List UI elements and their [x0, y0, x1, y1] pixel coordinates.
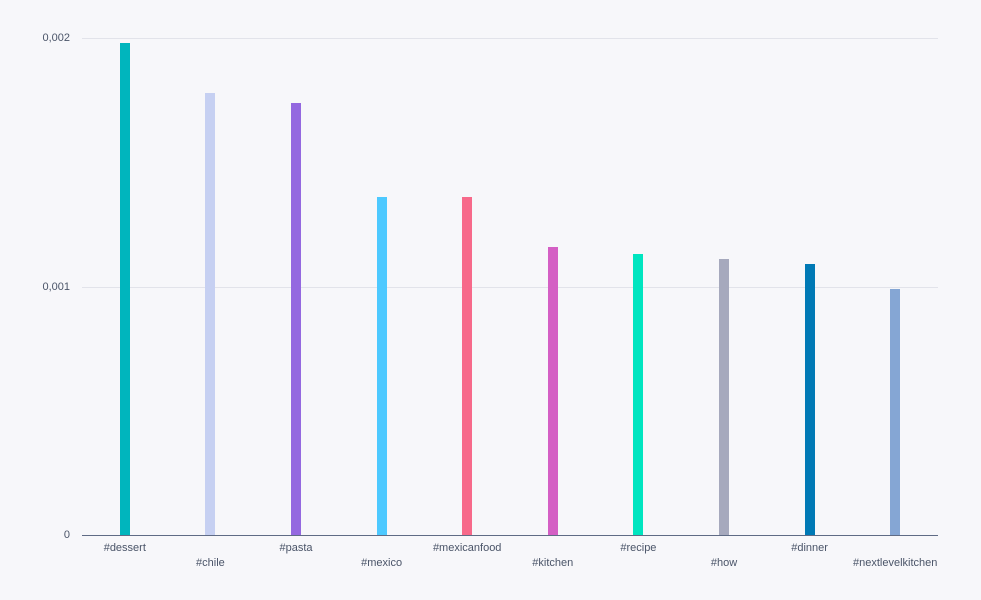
gridline	[82, 38, 938, 39]
bar-recipe[interactable]	[633, 254, 644, 535]
bar-mexicanfood[interactable]	[462, 197, 473, 535]
x-tick-label: #dinner	[791, 542, 828, 554]
bar-pasta[interactable]	[291, 102, 301, 535]
x-tick-label: #mexico	[361, 557, 403, 569]
x-tick-label: #pasta	[279, 542, 313, 554]
x-tick-label: #kitchen	[532, 557, 574, 569]
gridline	[82, 286, 938, 288]
x-tick-label: #how	[710, 557, 738, 569]
y-tick-label: 0	[63, 529, 70, 541]
bar-dessert[interactable]	[119, 42, 130, 535]
x-axis-line	[82, 535, 938, 536]
x-tick-label: #recipe	[620, 542, 657, 554]
bar-kitchen[interactable]	[547, 246, 558, 535]
bar-dinner[interactable]	[804, 264, 815, 535]
bar-chile[interactable]	[205, 92, 216, 535]
x-tick-label: #nextlevelkitchen	[852, 557, 938, 569]
bar-nextlevelkitchen[interactable]	[890, 288, 901, 535]
y-tick-label: 0,002	[42, 32, 70, 44]
bar-mexico[interactable]	[376, 197, 387, 535]
x-tick-label: #dessert	[103, 542, 146, 554]
y-tick-label: 0,001	[42, 280, 70, 293]
x-tick-label: #mexicanfood	[432, 542, 502, 554]
x-tick-label: #chile	[196, 557, 225, 569]
bar-how[interactable]	[719, 259, 729, 535]
